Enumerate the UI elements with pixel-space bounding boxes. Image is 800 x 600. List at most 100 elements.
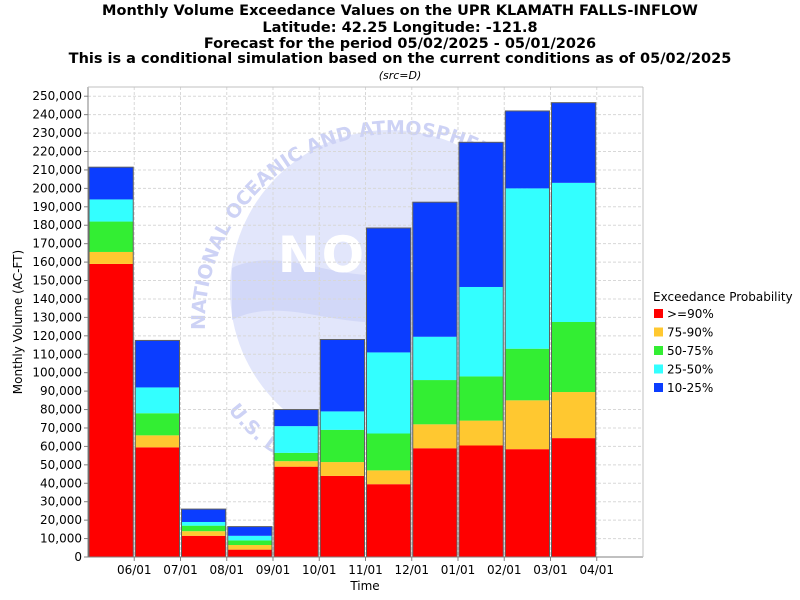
bar-segment [505,188,550,349]
legend-label: 75-90% [667,326,713,340]
bar-segment [551,392,596,439]
bar-segment [459,286,504,377]
bar-segment [551,438,596,557]
chart-title-line-2: Latitude: 42.25 Longitude: -121.8 [262,20,537,36]
bar-segment [89,199,134,222]
bar-segment [274,409,319,427]
y-ticks: 0 10,000 20,000 30,000 40,000 50,000 60,000 70,… [32,89,88,564]
bar-segment [227,545,272,550]
y-tick-label: 240,000 [32,108,82,122]
bar-segment [274,426,319,453]
bar-segment [412,336,457,381]
bar-segment [135,387,180,414]
x-tick-label: 03/01 [533,563,568,577]
bar-segment [227,540,272,546]
bar-segment [366,228,411,353]
bar-segment [320,475,365,557]
bar-segment [227,526,272,536]
bar-segment [227,549,272,557]
x-tick-label: 04/01 [579,563,614,577]
y-tick-label: 160,000 [32,255,82,269]
y-tick-label: 20,000 [40,513,82,527]
legend-swatch [654,309,663,318]
legend-swatch [654,383,663,392]
y-tick-label: 10,000 [40,532,82,546]
bar-segment [459,376,504,421]
bar-segment [135,447,180,557]
bar-segment [412,448,457,557]
x-tick-label: 02/01 [487,563,522,577]
y-tick-label: 200,000 [32,181,82,195]
y-tick-label: 230,000 [32,126,82,140]
bar-segment [551,182,596,322]
y-tick-label: 110,000 [32,347,82,361]
chart-title-line-1: Monthly Volume Exceedance Values on the … [102,3,698,19]
bar-segment [181,521,226,526]
grid-layer [88,87,643,557]
bar-segment [320,339,365,412]
bar-segment [181,509,226,522]
chart-title-line-4: This is a conditional simulation based o… [69,51,732,67]
legend-swatch [654,327,663,337]
bars-layer [88,102,597,558]
y-tick-label: 60,000 [40,439,82,453]
x-tick-label: 09/01 [256,563,291,577]
bar-segment [412,202,457,337]
y-tick-label: 70,000 [40,421,82,435]
bar-segment [551,102,596,183]
bar-segment [89,167,134,200]
bar-segment [366,484,411,557]
legend-label: 25-50% [667,363,713,377]
y-tick-label: 250,000 [32,89,82,103]
x-tick-label: 08/01 [209,563,244,577]
y-tick-label: 220,000 [32,145,82,159]
bar-segment [551,322,596,393]
y-tick-label: 0 [74,550,82,564]
bar-segment [505,110,550,189]
bar-segment [274,466,319,557]
bar-segment [135,413,180,436]
x-ticks: 06/01 07/01 08/01 09/01 10/01 11/01 12/01 01/01… [117,557,614,577]
bar-segment [459,142,504,287]
legend-label: 50-75% [667,344,713,358]
legend-label: >=90% [667,307,714,321]
bar-segment [412,380,457,425]
bar-segment [227,535,272,541]
x-axis-label: Time [349,579,379,593]
bar-segment [320,429,365,463]
bar-segment [181,531,226,536]
y-tick-label: 180,000 [32,218,82,232]
bar-segment [459,420,504,446]
y-tick-label: 120,000 [32,329,82,343]
bar-segment [181,525,226,532]
bar-segment [89,251,134,264]
bar-segment [274,461,319,467]
bar-segment [366,352,411,434]
y-tick-label: 30,000 [40,495,82,509]
bar-segment [89,221,134,252]
x-tick-label: 07/01 [163,563,198,577]
chart-subtitle: (src=D) [379,69,422,82]
y-tick-label: 50,000 [40,458,82,472]
bar-segment [135,340,180,388]
x-tick-label: 11/01 [348,563,383,577]
bar-segment [181,535,226,557]
bar-segment [274,452,319,462]
y-tick-label: 80,000 [40,403,82,417]
x-tick-label: 10/01 [302,563,337,577]
x-tick-label: 06/01 [117,563,152,577]
legend-items: >=90% 75-90% 50-75% 25-50% 10-25% [654,307,714,395]
x-tick-label: 01/01 [441,563,476,577]
bar-segment [366,470,411,485]
bar-segment [135,435,180,448]
y-tick-label: 170,000 [32,237,82,251]
bar-segment [505,400,550,450]
bar-segment [320,462,365,476]
legend-swatch [654,364,663,374]
chart-title-line-3: Forecast for the period 05/02/2025 - 05/… [204,36,596,52]
bar-segment [459,445,504,557]
legend-title: Exceedance Probability [653,290,793,304]
bar-segment [505,449,550,557]
bar-segment [505,348,550,401]
